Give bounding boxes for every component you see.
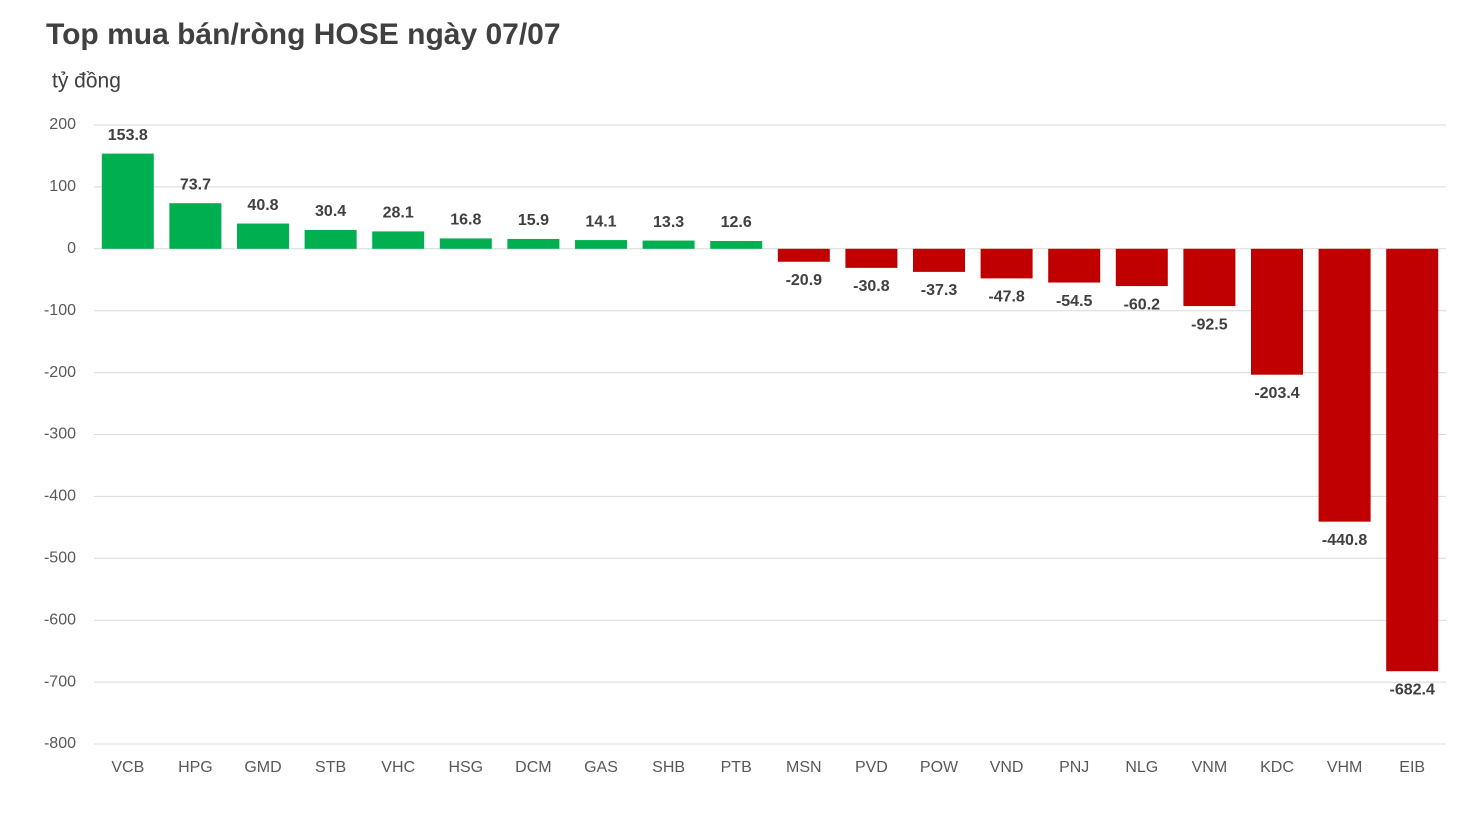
x-tick-label: VCB	[111, 759, 144, 776]
bar	[1183, 248, 1236, 307]
bar	[507, 238, 560, 249]
x-tick-label: NLG	[1125, 759, 1158, 776]
value-label: -203.4	[1254, 385, 1299, 402]
chart-title: Top mua bán/ròng HOSE ngày 07/07	[46, 18, 561, 51]
x-tick-label: STB	[315, 759, 346, 776]
value-label: 40.8	[247, 197, 278, 214]
bar	[845, 248, 898, 268]
x-tick-label: PTB	[721, 759, 752, 776]
value-label: 153.8	[108, 127, 148, 144]
bar	[1386, 248, 1439, 672]
bar	[710, 241, 763, 249]
y-tick-label: -500	[44, 550, 76, 567]
x-tick-label: MSN	[786, 759, 822, 776]
x-tick-label: KDC	[1260, 759, 1294, 776]
value-label: 13.3	[653, 214, 684, 231]
y-axis-label: tỷ đồng	[52, 70, 121, 93]
bar	[372, 231, 425, 249]
value-label: 73.7	[180, 176, 211, 193]
value-label: -682.4	[1390, 681, 1435, 698]
value-label: -30.8	[853, 278, 890, 295]
bar	[304, 229, 357, 249]
bar	[439, 238, 492, 249]
bar	[575, 240, 627, 249]
x-tick-label: GMD	[244, 759, 281, 776]
value-label: -47.8	[988, 289, 1025, 306]
value-label: 15.9	[518, 212, 549, 229]
bar	[1318, 248, 1371, 522]
y-tick-label: 200	[49, 116, 76, 133]
x-tick-label: HPG	[178, 759, 213, 776]
y-tick-label: -800	[44, 735, 76, 752]
x-tick-label: VHC	[381, 759, 415, 776]
y-tick-label: -100	[44, 302, 76, 319]
x-tick-label: VNM	[1192, 759, 1228, 776]
y-tick-label: 100	[49, 178, 76, 195]
bar	[1048, 248, 1101, 283]
bar	[913, 248, 965, 272]
bar	[1251, 248, 1303, 375]
value-label: -440.8	[1322, 532, 1367, 549]
y-tick-label: -600	[44, 611, 76, 628]
value-label: 12.6	[721, 214, 752, 231]
bar	[101, 153, 154, 249]
x-tick-label: VND	[990, 759, 1024, 776]
y-tick-label: -200	[44, 364, 76, 381]
bar	[980, 248, 1033, 279]
x-tick-label: DCM	[515, 759, 551, 776]
bar	[777, 248, 830, 262]
bar	[237, 223, 289, 249]
x-tick-label: PVD	[855, 759, 888, 776]
x-tick-label: POW	[920, 759, 959, 776]
x-tick-label: SHB	[652, 759, 685, 776]
y-tick-label: 0	[67, 240, 76, 257]
value-label: -92.5	[1191, 316, 1228, 333]
x-tick-label: VHM	[1327, 759, 1363, 776]
x-tick-label: GAS	[584, 759, 618, 776]
x-tick-label: HSG	[448, 759, 483, 776]
value-label: -20.9	[786, 272, 823, 289]
value-label: 14.1	[585, 213, 616, 230]
value-label: -60.2	[1124, 296, 1161, 313]
value-label: -37.3	[921, 282, 958, 299]
bar	[1115, 248, 1168, 287]
value-label: -54.5	[1056, 293, 1093, 310]
value-label: 16.8	[450, 212, 481, 229]
value-label: 28.1	[383, 205, 414, 222]
bar	[169, 203, 222, 249]
y-tick-label: -300	[44, 426, 76, 443]
x-tick-label: EIB	[1399, 759, 1425, 776]
bar	[642, 240, 695, 249]
y-tick-label: -700	[44, 673, 76, 690]
value-label: 30.4	[315, 203, 346, 220]
y-tick-label: -400	[44, 488, 76, 505]
x-tick-label: PNJ	[1059, 759, 1089, 776]
